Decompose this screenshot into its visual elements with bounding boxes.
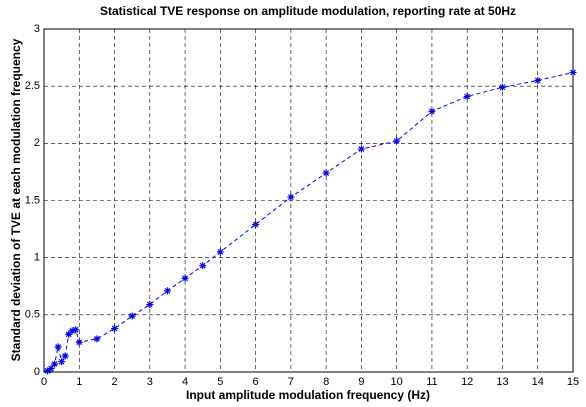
x-tick-label: 6 [253, 376, 259, 388]
data-point [322, 169, 330, 177]
x-tick-label: 13 [496, 376, 508, 388]
data-point [75, 338, 83, 346]
data-point [252, 221, 260, 229]
data-point [72, 326, 80, 334]
data-point [498, 83, 506, 91]
y-tick-label: 0.5 [25, 309, 40, 321]
data-point [93, 335, 101, 343]
x-tick-label: 15 [567, 376, 579, 388]
x-tick-label: 10 [391, 376, 403, 388]
data-point [357, 145, 365, 153]
data-point [51, 360, 59, 368]
data-point [68, 327, 76, 335]
x-tick-label: 9 [358, 376, 364, 388]
x-tick-label: 4 [182, 376, 188, 388]
y-axis-label: Standard deviation of TVE at each modula… [9, 38, 23, 361]
y-tick-label: 3 [34, 23, 40, 35]
data-line [47, 71, 574, 372]
data-point [428, 107, 436, 115]
data-point [569, 68, 577, 76]
chart-title: Statistical TVE response on amplitude mo… [100, 4, 516, 18]
data-point [58, 358, 66, 366]
plot-frame [43, 28, 574, 373]
data-point [216, 248, 224, 256]
y-tick-label: 1 [34, 252, 40, 264]
data-point [534, 76, 542, 84]
data-point [463, 92, 471, 100]
y-tick-label: 1.5 [25, 194, 40, 206]
data-point [65, 330, 73, 338]
x-tick-label: 1 [76, 376, 82, 388]
data-point [61, 352, 69, 360]
data-point [163, 287, 171, 295]
x-tick-label: 8 [323, 376, 329, 388]
data-point [181, 274, 189, 282]
x-tick-label: 14 [532, 376, 544, 388]
data-point [111, 325, 119, 333]
y-tick-label: 2 [34, 137, 40, 149]
x-tick-label: 7 [288, 376, 294, 388]
data-point [54, 343, 62, 351]
data-point [128, 312, 136, 320]
data-point [393, 137, 401, 145]
x-tick-label: 11 [426, 376, 437, 388]
x-tick-label: 3 [147, 376, 153, 388]
data-point [146, 301, 154, 309]
data-point [287, 193, 295, 201]
x-tick-label: 5 [217, 376, 223, 388]
data-point [44, 367, 52, 375]
y-tick-label: 0 [34, 366, 40, 378]
x-tick-label: 0 [41, 376, 47, 388]
x-tick-label: 2 [111, 376, 117, 388]
y-tick-label: 2.5 [25, 80, 40, 92]
data-point [47, 365, 55, 373]
x-tick-label: 12 [461, 376, 473, 388]
data-point [199, 262, 207, 270]
x-axis-label: Input amplitude modulation frequency (Hz… [186, 388, 430, 402]
